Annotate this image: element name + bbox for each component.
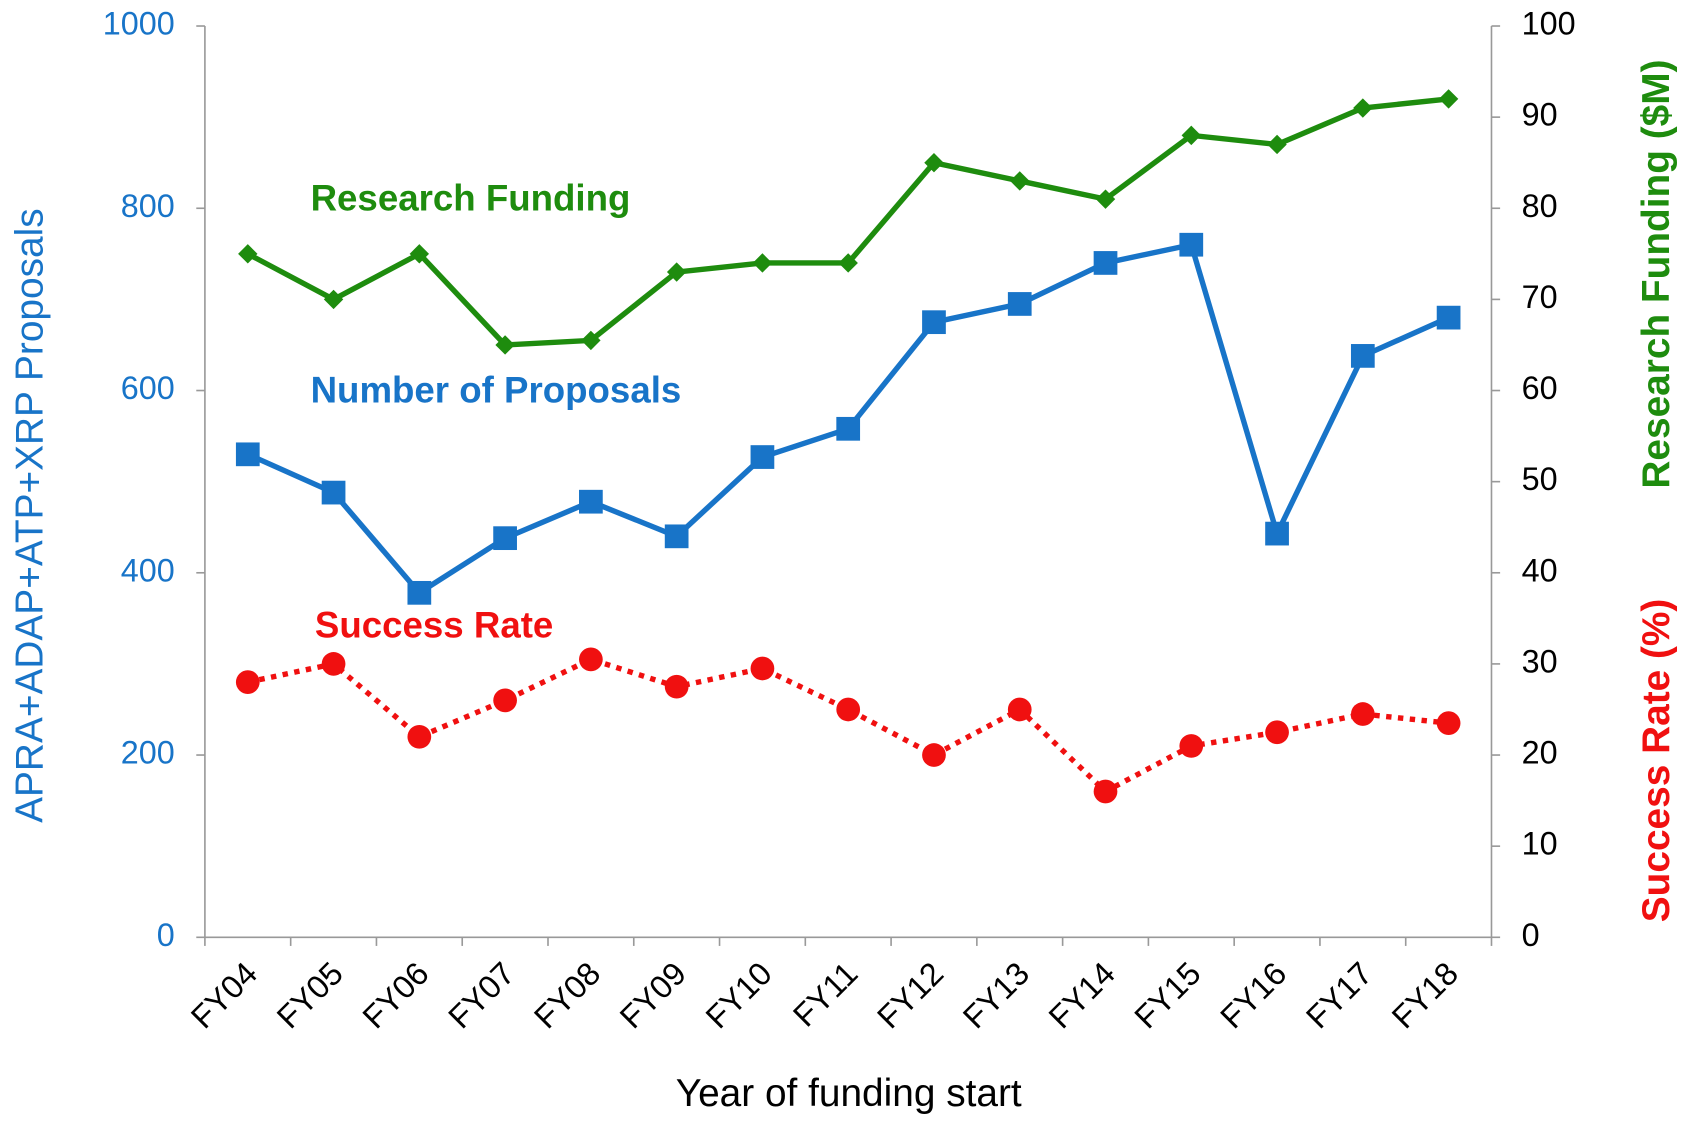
x-tick-label: FY13	[956, 955, 1036, 1035]
line	[246, 96, 1449, 348]
point	[1436, 711, 1461, 736]
series-label: Number of Proposals	[311, 369, 682, 410]
x-tick-label: FY06	[356, 955, 436, 1035]
x-tick-label: FY04	[184, 955, 264, 1035]
y2-tick-label: 60	[1522, 370, 1558, 406]
point	[1350, 344, 1375, 368]
point	[664, 674, 689, 699]
y2-tick-label: 100	[1522, 6, 1576, 42]
point	[1007, 697, 1032, 722]
x-tick-label: FY18	[1385, 955, 1465, 1035]
point	[407, 724, 432, 749]
point	[409, 244, 430, 264]
point	[1179, 232, 1204, 257]
point	[1436, 305, 1461, 330]
x-tick-label: FY08	[527, 955, 607, 1035]
x-axis-label: Year of funding start	[676, 1072, 1022, 1115]
point	[1095, 189, 1116, 209]
point	[321, 652, 346, 676]
y-tick-label: 600	[121, 370, 175, 406]
point	[581, 330, 601, 351]
x-tick-label: FY10	[699, 955, 779, 1035]
point	[922, 310, 946, 335]
point	[664, 524, 689, 549]
point	[579, 489, 603, 514]
x-tick-label: FY15	[1128, 955, 1208, 1035]
series-label: Research Funding	[311, 177, 631, 218]
point	[235, 442, 260, 467]
y2-tick-label: 70	[1522, 279, 1558, 315]
x-tick-label: FY16	[1213, 955, 1293, 1035]
point	[924, 153, 944, 173]
y2-tick-label: 0	[1522, 917, 1540, 953]
point	[323, 289, 344, 310]
point	[750, 445, 775, 469]
y2-axis-label: Success Rate (%)	[1635, 599, 1678, 923]
y2-tick-label: 80	[1522, 188, 1558, 224]
x-tick-label: FY05	[270, 955, 350, 1035]
point	[1265, 521, 1289, 546]
line	[247, 656, 1449, 795]
y-axis-label: APRA+ADAP+ATP+XRP Proposals	[9, 208, 52, 822]
point	[1267, 134, 1287, 155]
point	[1353, 98, 1373, 118]
x-tick-label: FY07	[441, 955, 521, 1035]
point	[750, 656, 775, 681]
point	[235, 670, 260, 695]
x-tick-label: FY17	[1299, 955, 1379, 1035]
point	[238, 244, 258, 264]
point	[838, 253, 858, 273]
point	[1350, 702, 1375, 726]
y-tick-label: 0	[157, 917, 175, 953]
point	[836, 697, 861, 722]
x-tick-label: FY11	[786, 955, 864, 1033]
y2-tick-label: 10	[1522, 826, 1558, 862]
y2-tick-label: 40	[1522, 552, 1558, 588]
y2-tick-label: 30	[1522, 643, 1558, 679]
y2-tick-label: 20	[1522, 735, 1558, 771]
x-tick-label: FY12	[870, 955, 950, 1035]
point	[836, 416, 861, 441]
y2-tick-label: 50	[1522, 461, 1558, 497]
x-tick-label: FY09	[613, 955, 693, 1035]
point	[666, 262, 687, 282]
point	[407, 580, 432, 605]
point	[1093, 779, 1118, 804]
point	[1010, 171, 1030, 191]
point	[321, 480, 346, 505]
point	[493, 526, 517, 551]
point	[752, 253, 773, 273]
point	[495, 335, 515, 355]
point	[493, 688, 517, 713]
point	[1438, 89, 1459, 109]
y-tick-label: 400	[121, 552, 175, 588]
y-tick-label: 800	[121, 188, 175, 224]
y-tick-label: 1000	[103, 6, 175, 42]
point	[579, 647, 603, 672]
point	[1181, 125, 1201, 146]
y-tick-label: 200	[121, 735, 175, 771]
y2-tick-label: 90	[1522, 97, 1558, 133]
point	[922, 743, 946, 767]
point	[1093, 251, 1118, 275]
series-label: Success Rate	[315, 604, 553, 645]
y2-axis-label: Research Funding ($M)	[1635, 59, 1678, 488]
point	[1265, 720, 1289, 745]
point	[1179, 734, 1204, 758]
point	[1007, 292, 1032, 316]
x-tick-label: FY14	[1042, 955, 1122, 1035]
